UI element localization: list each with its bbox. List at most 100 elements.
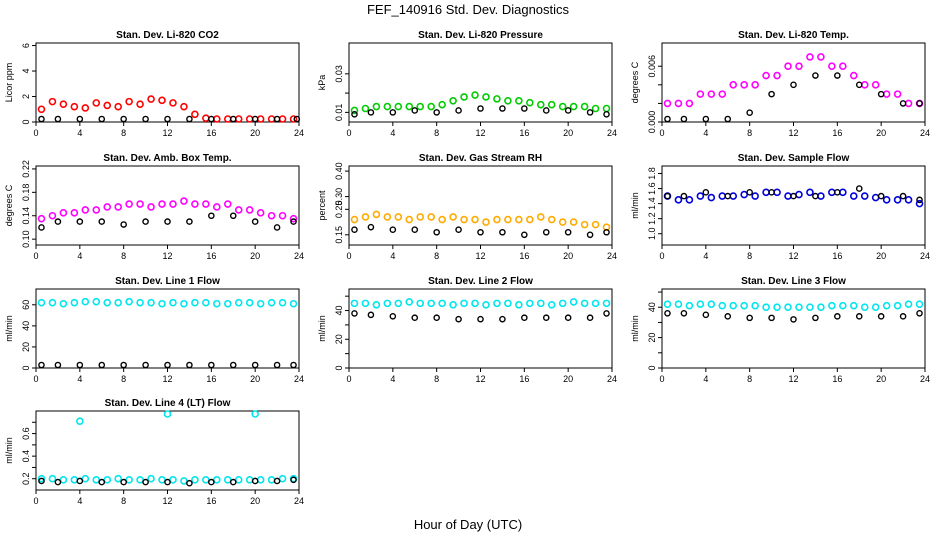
x-tick-label: 12 [162,128,172,138]
panel-title: Stan. Dev. Line 1 Flow [115,276,220,287]
data-point-overlay [477,105,484,112]
x-tick-label: 4 [77,128,82,138]
data-point [526,98,534,107]
data-point-overlay [290,476,297,484]
data-point [547,100,556,109]
panel-9: Stan. Dev. Line 3 Flow 0 4 8 12 16 20 24 0 20 40 ml… [630,276,930,384]
data-point-overlay [603,310,610,317]
data-point-overlay [38,224,45,231]
x-tick-label: 16 [832,374,842,384]
data-point [449,213,457,221]
data-point [180,299,188,308]
y-tick-label: 0.25 [334,201,344,219]
data-point [751,81,759,89]
data-point [696,300,705,308]
data-point [92,297,101,306]
data-point [795,62,803,71]
data-point [427,102,435,111]
data-point-overlay [120,221,127,228]
data-point [59,476,68,484]
data-point-overlay [389,109,397,116]
x-tick-label: 4 [77,251,82,261]
x-tick-label: 8 [121,251,126,261]
data-point [536,100,545,109]
panel-3: Stan. Dev. Li-820 Temp. 0 4 8 12 16 20 24 0.000 0… [630,30,930,138]
data-point [471,299,479,308]
data-point [202,298,210,307]
data-point-overlay [790,81,797,89]
y-tick-label: 0 [334,365,344,370]
data-point-overlay [746,314,753,322]
x-tick-label: 20 [876,128,886,138]
data-point [70,476,79,484]
data-point [158,200,166,208]
x-tick-label: 16 [832,251,842,261]
x-tick-label: 16 [206,251,216,261]
data-point [37,298,46,307]
x-tick-label: 0 [346,251,351,261]
data-point [245,115,254,123]
x-tick-label: 4 [390,128,395,138]
x-tick-label: 16 [206,128,216,138]
y-tick-label: 0 [21,365,31,370]
data-point-overlay [351,226,358,234]
data-point [795,190,803,199]
panel-title: Stan. Dev. Amb. Box Temp. [103,153,231,164]
data-point [361,104,370,113]
data-point [860,192,869,200]
data-point [729,81,738,89]
data-point [147,203,155,211]
data-point-overlay [98,218,106,225]
data-point [158,476,166,484]
data-point [784,192,792,200]
data-point [81,474,90,483]
data-point-overlay [916,310,923,317]
data-point [256,115,265,123]
data-point-overlay [702,115,710,123]
x-tick-label: 20 [250,496,260,506]
data-point [59,100,68,108]
x-tick-label: 12 [475,374,485,384]
x-tick-label: 4 [703,251,708,261]
data-point [267,298,276,307]
data-point-overlay [855,81,863,89]
data-point [372,210,381,219]
data-point [92,206,101,214]
x-tick-label: 24 [294,128,304,138]
x-tick-label: 4 [703,128,708,138]
data-point [350,215,359,224]
data-point [202,476,210,484]
data-point [685,196,694,204]
data-point-overlay [273,115,281,123]
data-point [289,115,298,123]
data-point [602,104,611,113]
data-point [515,300,523,309]
x-tick-label: 24 [920,374,930,384]
data-point [471,215,479,224]
x-tick-label: 16 [206,374,216,384]
data-point [103,476,112,484]
panel-title: Stan. Dev. Line 4 (LT) Flow [105,398,231,409]
data-point [278,211,287,220]
data-point [580,299,589,308]
y-tick-label: 0.01 [334,104,344,122]
data-point-overlay [290,361,297,369]
data-point [416,299,425,308]
x-tick-label: 24 [920,128,930,138]
data-point-overlay [790,192,797,200]
data-point [904,300,913,308]
x-tick-label: 8 [747,128,752,138]
data-point [893,301,902,310]
data-point [416,102,425,111]
x-tick-label: 24 [294,496,304,506]
data-point-overlay [477,315,484,323]
data-point [48,474,57,483]
data-point-overlay [433,314,440,322]
x-tick-label: 20 [250,128,260,138]
data-point [762,71,770,80]
x-tick-label: 0 [346,128,351,138]
x-tick-label: 20 [563,251,573,261]
data-point [76,417,84,425]
data-point [147,95,155,103]
x-tick-label: 20 [563,374,573,384]
